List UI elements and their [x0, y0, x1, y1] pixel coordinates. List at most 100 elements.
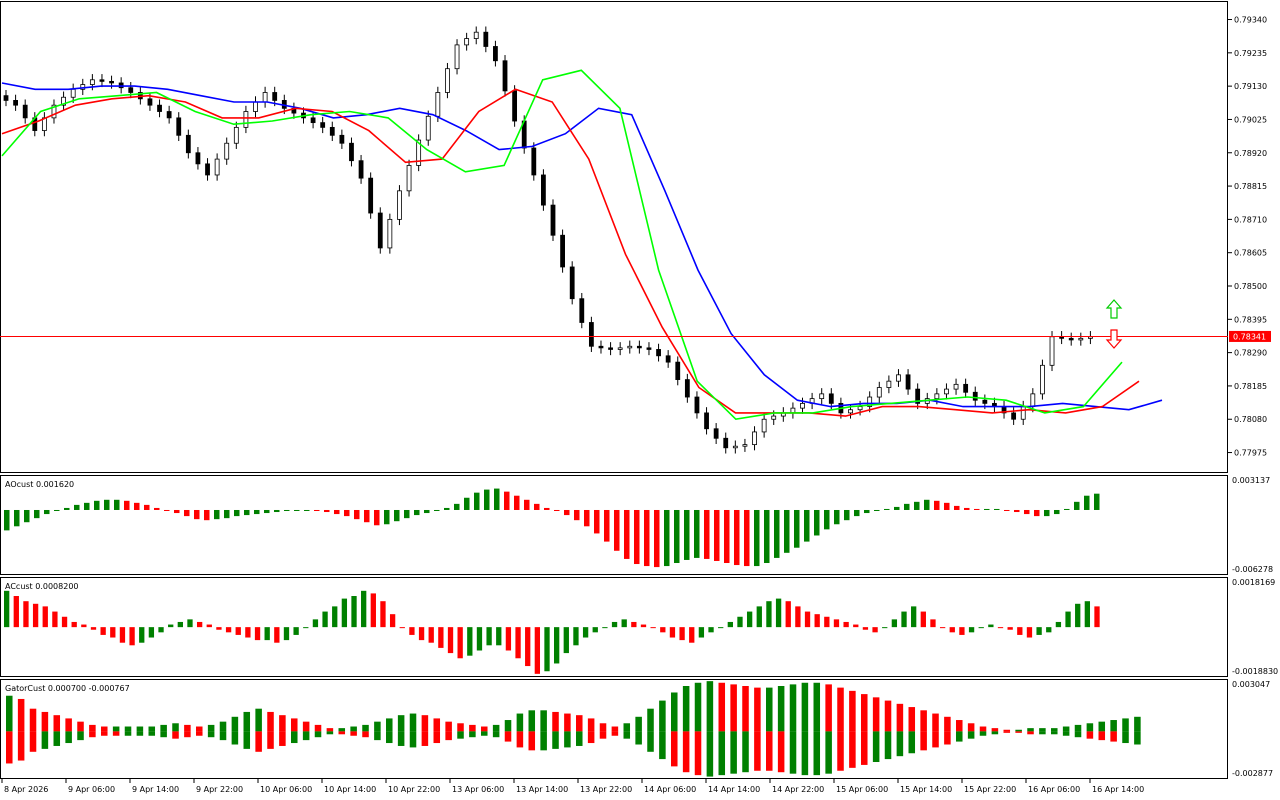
histogram-bar: [424, 509, 430, 514]
histogram-bar: [364, 509, 370, 523]
histogram-bar: [964, 507, 970, 510]
candle-body: [310, 117, 316, 124]
gator-upper-bar: [504, 720, 512, 732]
gator-lower-bar: [730, 731, 737, 774]
histogram-bar: [611, 621, 618, 628]
gator-lower-bar: [1098, 731, 1106, 741]
x-tick-label: 10 Apr 14:00: [324, 785, 376, 794]
histogram-bar: [414, 509, 420, 516]
candle-body: [972, 391, 978, 401]
candle-body: [617, 347, 623, 350]
histogram-bar: [862, 627, 869, 630]
gator-lower-bar: [682, 731, 690, 773]
gator-upper-bar: [231, 716, 239, 732]
histogram-bar: [283, 627, 290, 641]
gator-lower-bar: [457, 731, 464, 739]
histogram-bar: [834, 509, 840, 525]
histogram-bar: [124, 500, 130, 510]
gator-upper-bar: [469, 724, 476, 732]
histogram-bar: [1065, 611, 1071, 628]
histogram-bar: [293, 627, 299, 635]
histogram-bar: [744, 509, 750, 567]
candle-body: [819, 393, 825, 400]
histogram-bar: [94, 500, 100, 510]
gator-upper-bar: [41, 711, 49, 732]
candle-body: [665, 355, 671, 363]
gator-lower-bar: [492, 731, 500, 738]
gator-lower-bar: [576, 731, 583, 746]
histogram-bar: [374, 509, 380, 526]
gator-lower-bar: [421, 731, 429, 746]
gator-upper-bar: [777, 686, 785, 732]
gator-upper-bar: [944, 716, 951, 732]
histogram-bar: [718, 627, 724, 629]
x-tick-label: 13 Apr 22:00: [580, 785, 632, 794]
candle-body: [99, 79, 105, 82]
gator-upper-bar: [730, 684, 737, 732]
gator-lower-bar: [647, 731, 654, 752]
histogram-bar: [774, 509, 780, 558]
candle-body: [944, 388, 949, 395]
candle-body: [109, 80, 114, 84]
histogram-bar: [784, 509, 790, 553]
histogram-bar: [64, 507, 70, 510]
histogram-bar: [4, 590, 10, 628]
candle-body: [377, 212, 383, 249]
gator-lower-bar: [1051, 731, 1058, 735]
gator-upper-bar: [647, 708, 654, 732]
histogram-bar: [44, 509, 50, 515]
histogram-bar: [634, 509, 640, 565]
histogram-bar: [988, 624, 994, 628]
histogram-bar: [698, 627, 705, 638]
gator-lower-bar: [611, 731, 619, 736]
histogram-bar: [254, 627, 261, 641]
candle-body: [70, 88, 76, 98]
gator-upper-bar: [326, 728, 334, 732]
x-tick-label: 16 Apr 06:00: [1028, 785, 1080, 794]
gator-upper-bar: [908, 707, 916, 732]
histogram-bar: [214, 509, 220, 520]
gator-upper-bar: [956, 720, 963, 732]
histogram-bar: [464, 497, 470, 510]
gator-lower-bar: [599, 731, 607, 739]
candle-body: [1020, 406, 1026, 420]
histogram-bar: [13, 596, 19, 628]
candle-body: [896, 374, 901, 382]
gator-upper-bar: [635, 716, 642, 732]
candle-body: [339, 134, 345, 144]
histogram-bar: [746, 611, 753, 628]
gator-upper-bar: [671, 692, 678, 732]
gator-y-min: -0.002877: [1232, 769, 1273, 778]
ac-label: ACcust 0.0008200: [5, 582, 79, 591]
candle-body: [761, 418, 767, 433]
histogram-bar: [872, 627, 878, 633]
y-tick-label: 0.78920: [1234, 149, 1267, 158]
histogram-bar: [174, 509, 180, 514]
histogram-bar: [689, 627, 695, 643]
histogram-bar: [384, 509, 390, 525]
histogram-bar: [351, 596, 357, 628]
histogram-bar: [61, 616, 68, 628]
indicator-line: [1, 82, 1163, 411]
histogram-bar: [447, 627, 454, 654]
gator-upper-bar: [932, 713, 939, 732]
candle-body: [742, 444, 748, 447]
candle-body: [1011, 412, 1017, 420]
candle-body: [886, 380, 892, 388]
gator-lower-bar: [1134, 731, 1141, 745]
histogram-bar: [409, 627, 415, 635]
gator-label: GatorCust 0.000700 -0.000767: [5, 684, 130, 693]
candle-body: [1030, 393, 1036, 407]
histogram-bar: [206, 624, 212, 628]
histogram-bar: [196, 621, 203, 628]
histogram-bar: [438, 627, 444, 648]
gator-lower-bar: [160, 731, 167, 738]
candle-body: [694, 396, 700, 414]
histogram-bar: [594, 509, 600, 534]
histogram-bar: [914, 501, 920, 510]
histogram-bar: [1074, 501, 1080, 510]
histogram-bar: [631, 621, 637, 628]
histogram-bar: [563, 627, 569, 654]
histogram-bar: [444, 507, 450, 510]
current-price-box: [1229, 330, 1271, 342]
